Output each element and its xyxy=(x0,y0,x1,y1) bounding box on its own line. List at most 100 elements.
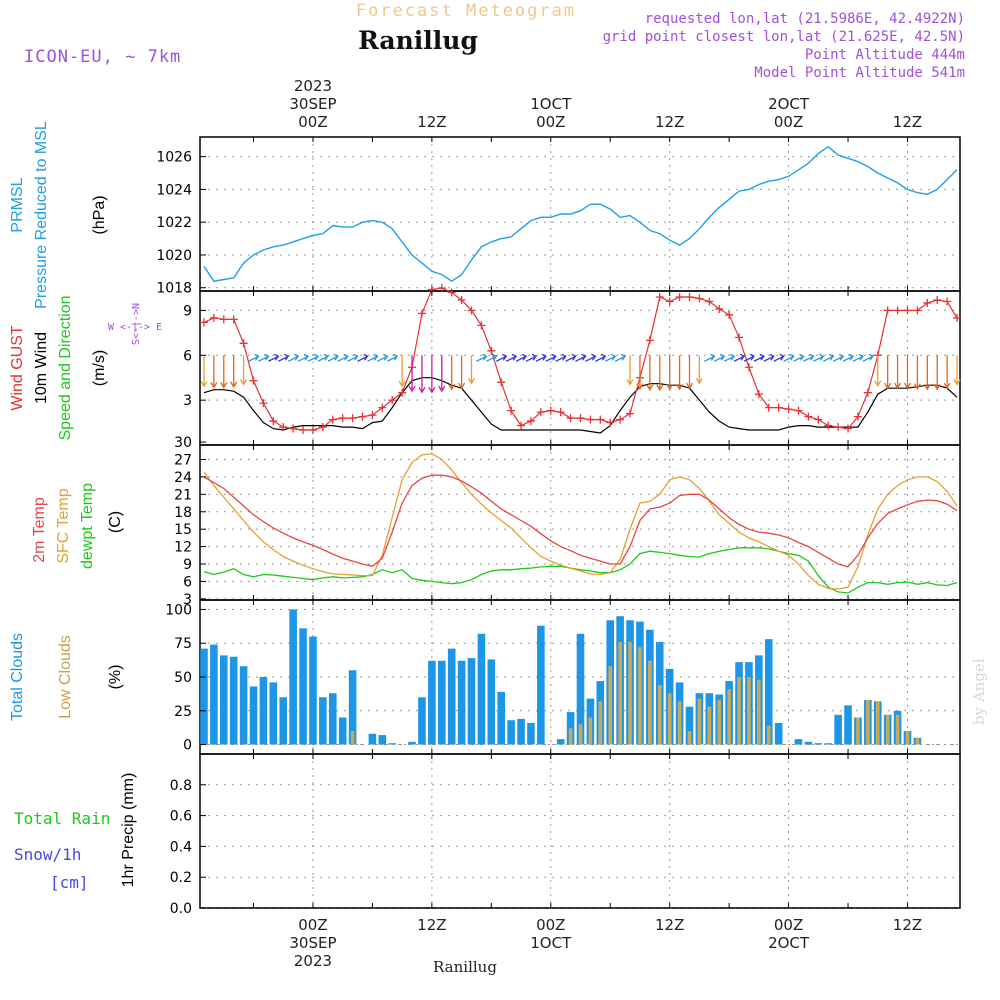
low-clouds-bar xyxy=(757,679,761,745)
gust-marker xyxy=(497,378,506,387)
gust-marker xyxy=(735,333,744,342)
low-clouds-bar xyxy=(727,689,731,745)
gust-marker xyxy=(358,412,367,421)
wind-direction-arrow xyxy=(438,355,446,393)
total-clouds-bar xyxy=(289,609,297,745)
low-clouds-bar xyxy=(737,677,741,745)
temp-2m-series-line xyxy=(203,474,958,568)
gust-marker xyxy=(893,306,902,315)
total-clouds-bar xyxy=(794,739,803,745)
wind-direction-arrow xyxy=(852,353,864,362)
time-axis-label: 12Z xyxy=(893,113,922,131)
wind-direction-arrow xyxy=(793,353,805,362)
gust-marker xyxy=(715,304,724,313)
gust-marker xyxy=(655,292,664,301)
gust-marker xyxy=(774,403,783,412)
wind-direction-arrow xyxy=(894,355,902,390)
gust-marker xyxy=(685,292,694,301)
wind-direction-arrow xyxy=(743,353,755,362)
time-axis-label: 12Z xyxy=(893,916,922,934)
gust-marker xyxy=(328,415,337,424)
low-clouds-bar xyxy=(905,731,910,745)
wind-direction-arrow xyxy=(626,355,634,386)
total-clouds-bar xyxy=(527,722,535,745)
time-axis-label: 2OCT xyxy=(768,95,810,113)
wind-direction-arrow xyxy=(604,353,617,362)
low-clouds-bar xyxy=(588,717,593,745)
time-axis-label: 12Z xyxy=(655,113,684,131)
wind-direction-arrow xyxy=(773,353,785,362)
wind-direction-arrow xyxy=(903,355,912,390)
temp-unit: (C) xyxy=(107,511,124,533)
wind-direction-arrow xyxy=(923,355,931,391)
total-clouds-bar xyxy=(556,739,565,745)
total-clouds-bar xyxy=(477,633,486,745)
gust-marker xyxy=(269,417,278,426)
y-tick-label: 6 xyxy=(183,574,192,590)
wind-direction-arrow xyxy=(575,353,587,362)
low-clouds-bar xyxy=(638,647,642,745)
gust-marker xyxy=(398,388,407,397)
precip-panel: Total Rain Snow/1h [cm] 1hr Precip (mm) … xyxy=(14,753,961,917)
wind-direction-arrow xyxy=(230,355,238,389)
low-clouds-bar xyxy=(856,717,860,745)
total-clouds-bar xyxy=(388,743,397,745)
wind-direction-arrow xyxy=(565,353,577,362)
wind-direction-arrow xyxy=(666,355,674,391)
pressure-unit: (hPa) xyxy=(91,195,108,234)
total-clouds-bar xyxy=(239,666,248,745)
gust-marker xyxy=(675,292,684,301)
gust-marker xyxy=(338,414,347,423)
gust-marker xyxy=(853,412,862,421)
wind-direction-arrow xyxy=(347,353,359,362)
wind-direction-arrow xyxy=(448,355,456,391)
gust-marker xyxy=(596,415,605,424)
total-clouds-bar xyxy=(487,659,496,745)
gust-marker xyxy=(467,306,476,315)
wind-direction-arrow xyxy=(467,355,476,385)
time-axis-label: 00Z xyxy=(536,113,565,131)
temp-2m-label: 2m Temp xyxy=(31,497,48,563)
gust-marker xyxy=(546,406,555,415)
total-clouds-bar xyxy=(824,743,833,745)
wind-direction-arrow xyxy=(555,353,567,362)
y-tick-label: 1024 xyxy=(156,182,192,198)
gust-marker xyxy=(219,315,228,324)
time-axis-label: 00Z xyxy=(298,916,327,934)
gust-marker xyxy=(536,408,545,417)
wind-direction-arrow xyxy=(377,353,389,362)
wind-direction-arrow xyxy=(842,353,855,362)
gust-marker xyxy=(318,423,327,432)
total-clouds-bar xyxy=(457,660,466,745)
wind-direction-arrow xyxy=(813,353,825,362)
location-title: Ranillug xyxy=(358,26,478,55)
gust-marker xyxy=(417,309,426,318)
gust-marker xyxy=(824,421,833,430)
wind-direction-arrows xyxy=(200,353,961,394)
total-clouds-bar xyxy=(279,697,288,745)
wind-direction-arrow xyxy=(884,355,892,390)
low-clouds-bar xyxy=(657,685,662,745)
gust-marker xyxy=(229,315,238,324)
total-clouds-bar xyxy=(814,743,823,745)
total-clouds-bar xyxy=(537,625,545,745)
time-axis-label: 00Z xyxy=(298,113,327,131)
y-tick-label: 21 xyxy=(174,487,192,503)
precip-unit: 1hr Precip (mm) xyxy=(120,773,137,888)
wind-direction-arrow xyxy=(428,355,436,394)
gust-marker xyxy=(725,310,734,319)
footer-location: Ranillug xyxy=(433,958,497,976)
low-clouds-bar xyxy=(697,698,702,745)
gust-marker xyxy=(209,313,218,322)
gust-marker xyxy=(249,376,258,385)
y-tick-label: 3 xyxy=(183,393,192,409)
gust-marker xyxy=(754,390,763,399)
wind-direction-arrow xyxy=(287,353,300,362)
time-axis-label: 00Z xyxy=(536,916,565,934)
gust-marker xyxy=(576,414,585,423)
wind-direction-arrow xyxy=(367,353,379,362)
wind-panel: Wind GUST 10m Wind Speed and Direction (… xyxy=(9,284,962,446)
gust-marker xyxy=(556,408,565,417)
